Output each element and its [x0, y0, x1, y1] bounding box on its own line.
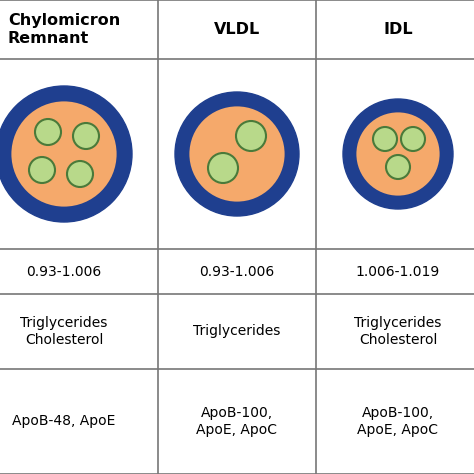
Circle shape: [0, 86, 132, 222]
Text: ApoB-100,
ApoE, ApoC: ApoB-100, ApoE, ApoC: [197, 406, 277, 437]
Text: ApoB-100,
ApoE, ApoC: ApoB-100, ApoE, ApoC: [357, 406, 438, 437]
Circle shape: [67, 161, 93, 187]
Text: IDL: IDL: [383, 22, 413, 37]
Circle shape: [73, 123, 99, 149]
Circle shape: [188, 105, 286, 203]
Text: VLDL: VLDL: [214, 22, 260, 37]
Circle shape: [343, 99, 453, 209]
Circle shape: [208, 153, 238, 183]
Text: Triglycerides: Triglycerides: [193, 325, 281, 338]
Text: 1.006-1.019: 1.006-1.019: [356, 264, 440, 279]
Text: 0.93-1.006: 0.93-1.006: [27, 264, 101, 279]
Circle shape: [386, 155, 410, 179]
Circle shape: [10, 100, 118, 208]
Circle shape: [401, 127, 425, 151]
Text: 0.93-1.006: 0.93-1.006: [200, 264, 274, 279]
Circle shape: [29, 157, 55, 183]
Circle shape: [373, 127, 397, 151]
Text: Triglycerides
Cholesterol: Triglycerides Cholesterol: [354, 317, 442, 346]
Text: Triglycerides
Cholesterol: Triglycerides Cholesterol: [20, 317, 108, 346]
Text: Chylomicron
Remnant: Chylomicron Remnant: [8, 13, 120, 46]
Circle shape: [355, 111, 441, 197]
Circle shape: [236, 121, 266, 151]
Circle shape: [175, 92, 299, 216]
Text: ApoB-48, ApoE: ApoB-48, ApoE: [12, 414, 116, 428]
Circle shape: [35, 119, 61, 145]
